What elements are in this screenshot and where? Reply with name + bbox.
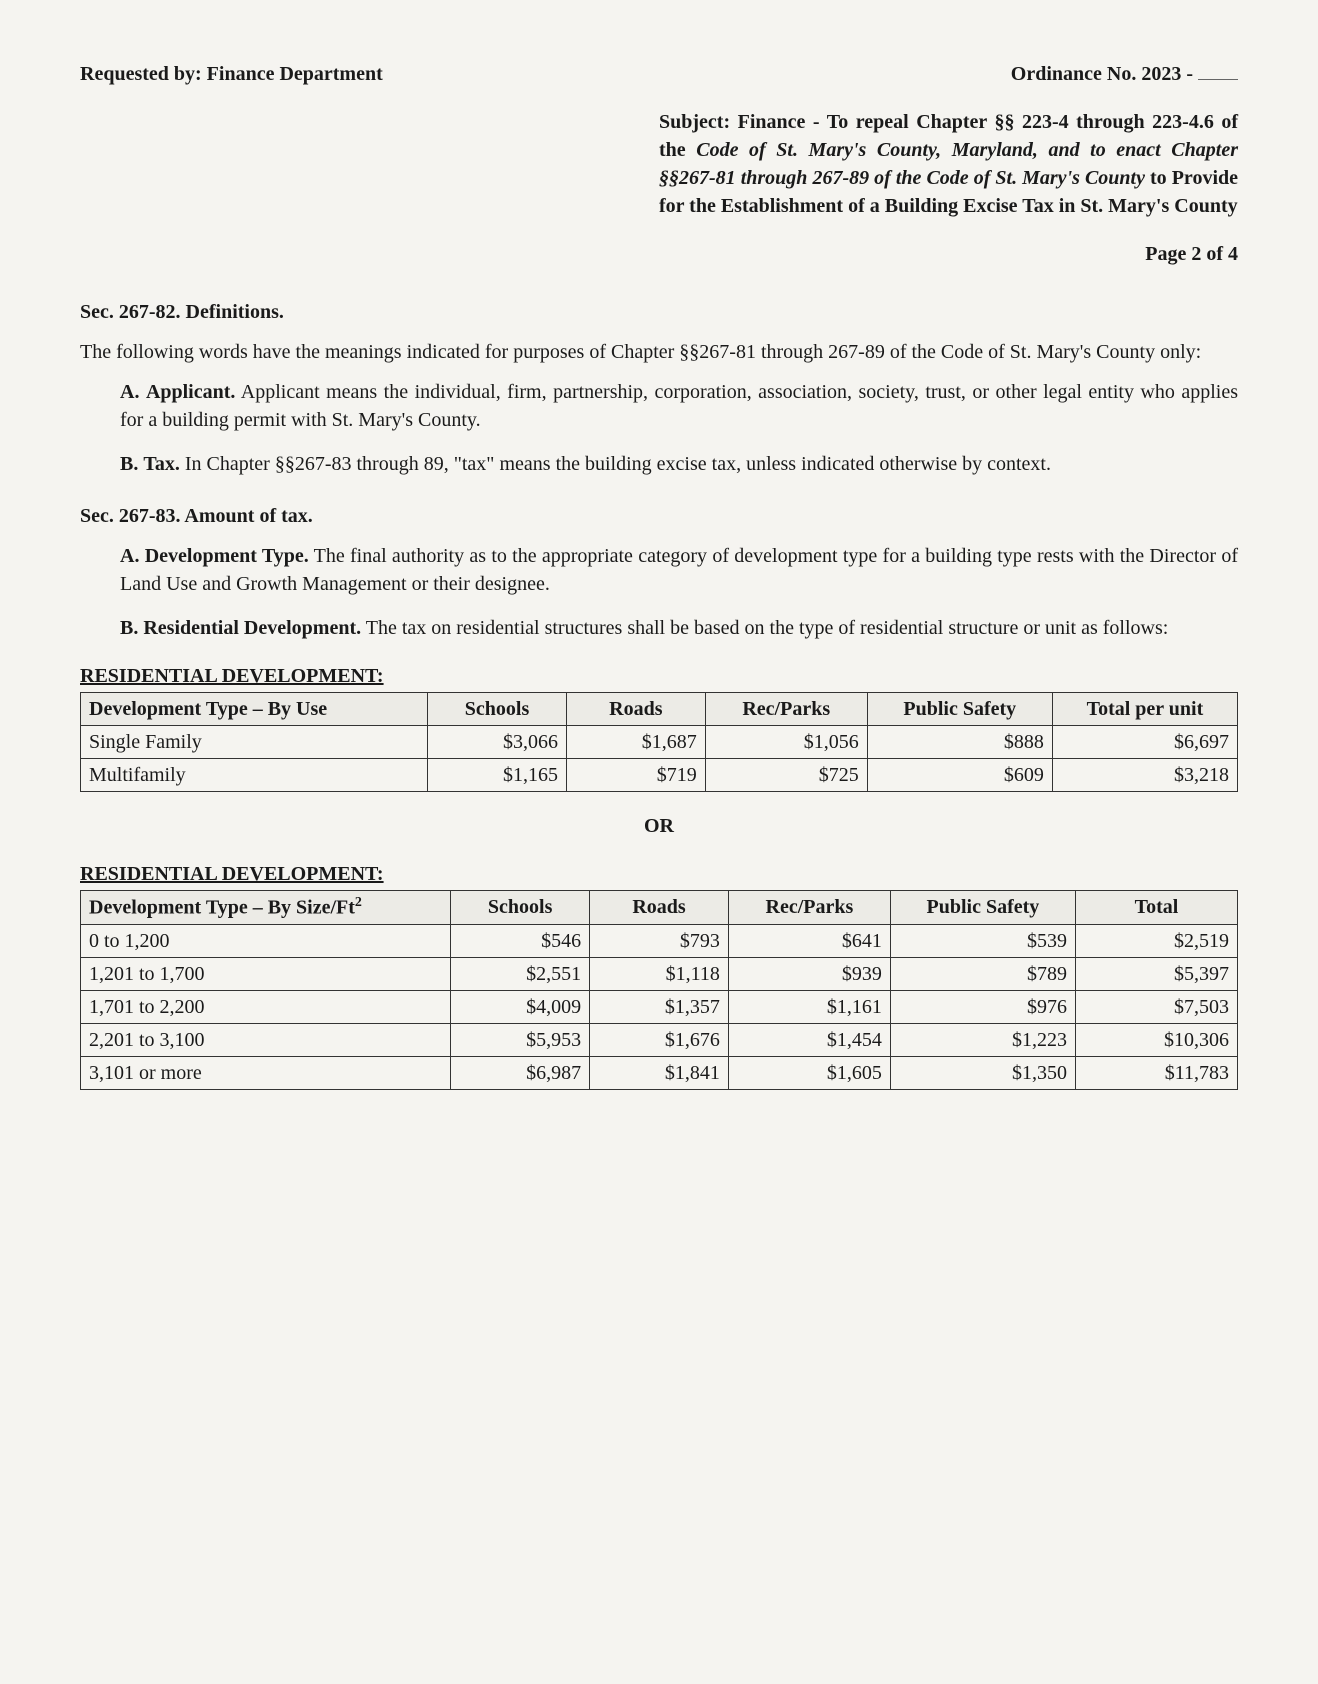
list-term: Tax. [143, 453, 180, 475]
table-cell: Single Family [81, 726, 428, 759]
table-cell: $2,519 [1075, 924, 1237, 957]
sec-267-82-heading: Sec. 267-82. Definitions. [80, 298, 1238, 326]
table-cell: $1,118 [590, 957, 729, 990]
list-rest: The tax on residential structures shall … [361, 617, 1168, 639]
table-header-cell: Roads [590, 891, 729, 925]
list-item: B. Tax. In Chapter §§267-83 through 89, … [120, 450, 1238, 478]
list-item: A. Development Type. The final authority… [120, 542, 1238, 598]
table-cell: $10,306 [1075, 1023, 1237, 1056]
subject-label: Subject: [659, 111, 730, 133]
table-header-cell: Rec/Parks [728, 891, 890, 925]
table-row: 3,101 or more$6,987$1,841$1,605$1,350$11… [81, 1056, 1238, 1089]
list-rest: In Chapter §§267-83 through 89, "tax" me… [180, 453, 1051, 475]
table-cell: $939 [728, 957, 890, 990]
list-item: B. Residential Development. The tax on r… [120, 614, 1238, 642]
table-header-cell: Roads [566, 693, 705, 726]
table-cell: $1,056 [705, 726, 867, 759]
table-row: Single Family$3,066$1,687$1,056$888$6,69… [81, 726, 1238, 759]
table-cell: $3,066 [428, 726, 567, 759]
list-marker: B. [120, 453, 138, 475]
table-cell: $1,350 [890, 1056, 1075, 1089]
list-marker: A. [120, 381, 139, 403]
list-term: Applicant. [146, 381, 235, 403]
table-cell: $1,841 [590, 1056, 729, 1089]
table-cell: $1,357 [590, 990, 729, 1023]
table-header-cell: Rec/Parks [705, 693, 867, 726]
table-cell: $641 [728, 924, 890, 957]
sec-82-list: A. Applicant. Applicant means the indivi… [80, 378, 1238, 478]
table-cell: $1,161 [728, 990, 890, 1023]
table-cell: $6,987 [451, 1056, 590, 1089]
table-cell: $719 [566, 759, 705, 792]
table-cell: $7,503 [1075, 990, 1237, 1023]
table-cell: $789 [890, 957, 1075, 990]
table-cell: $1,605 [728, 1056, 890, 1089]
table-header-cell: Total [1075, 891, 1237, 925]
table-cell: $976 [890, 990, 1075, 1023]
table-row: 2,201 to 3,100$5,953$1,676$1,454$1,223$1… [81, 1023, 1238, 1056]
table-row: 1,201 to 1,700$2,551$1,118$939$789$5,397 [81, 957, 1238, 990]
subject-spacer [80, 108, 659, 220]
table-cell: $539 [890, 924, 1075, 957]
table-cell: $793 [590, 924, 729, 957]
table-cell: $609 [867, 759, 1052, 792]
table-cell: $1,676 [590, 1023, 729, 1056]
table-cell: 1,201 to 1,700 [81, 957, 451, 990]
table-cell: $3,218 [1052, 759, 1237, 792]
table-cell: $888 [867, 726, 1052, 759]
table-row: Multifamily$1,165$719$725$609$3,218 [81, 759, 1238, 792]
table-cell: $1,165 [428, 759, 567, 792]
table-row: 1,701 to 2,200$4,009$1,357$1,161$976$7,5… [81, 990, 1238, 1023]
table1: Development Type – By UseSchoolsRoadsRec… [80, 692, 1238, 792]
table-header-cell: Development Type – By Use [81, 693, 428, 726]
table-cell: 2,201 to 3,100 [81, 1023, 451, 1056]
subject-block: Subject: Finance - To repeal Chapter §§ … [80, 108, 1238, 220]
table-cell: $1,223 [890, 1023, 1075, 1056]
table-cell: $1,687 [566, 726, 705, 759]
header-row: Requested by: Finance Department Ordinan… [80, 60, 1238, 88]
table-cell: 3,101 or more [81, 1056, 451, 1089]
page-number: Page 2 of 4 [80, 240, 1238, 268]
table-cell: $2,551 [451, 957, 590, 990]
sec-267-83-heading: Sec. 267-83. Amount of tax. [80, 502, 1238, 530]
table-cell: $11,783 [1075, 1056, 1237, 1089]
subject-body: Finance - To repeal Chapter §§ 223-4 thr… [659, 111, 1238, 217]
table2-title: RESIDENTIAL DEVELOPMENT: [80, 860, 1238, 888]
ordinance-label: Ordinance No. 2023 - [1011, 63, 1193, 85]
table-header-cell: Total per unit [1052, 693, 1237, 726]
table-cell: $5,953 [451, 1023, 590, 1056]
subject-right: Subject: Finance - To repeal Chapter §§ … [659, 108, 1238, 220]
table-header-cell: Development Type – By Size/Ft2 [81, 891, 451, 925]
table-header-cell: Public Safety [890, 891, 1075, 925]
list-item: A. Applicant. Applicant means the indivi… [120, 378, 1238, 434]
ordinance-number: Ordinance No. 2023 - [1011, 60, 1238, 88]
table1-title: RESIDENTIAL DEVELOPMENT: [80, 662, 1238, 690]
table-cell: $4,009 [451, 990, 590, 1023]
table-header-cell: Schools [428, 693, 567, 726]
table2: Development Type – By Size/Ft2SchoolsRoa… [80, 890, 1238, 1090]
ordinance-blank [1198, 79, 1238, 80]
sec-83-list: A. Development Type. The final authority… [80, 542, 1238, 642]
requested-by-label: Requested by: [80, 63, 202, 85]
table-row: 0 to 1,200$546$793$641$539$2,519 [81, 924, 1238, 957]
requested-by: Requested by: Finance Department [80, 60, 383, 88]
table-cell: $5,397 [1075, 957, 1237, 990]
or-separator: OR [80, 812, 1238, 840]
table-cell: $6,697 [1052, 726, 1237, 759]
list-marker: A. [120, 545, 139, 567]
list-marker: B. [120, 617, 138, 639]
table-cell: 1,701 to 2,200 [81, 990, 451, 1023]
list-term: Development Type. [145, 545, 309, 567]
list-rest: Applicant means the individual, firm, pa… [120, 381, 1238, 431]
table-cell: $1,454 [728, 1023, 890, 1056]
table-header-cell: Schools [451, 891, 590, 925]
requested-by-value: Finance Department [207, 63, 383, 85]
table-cell: $546 [451, 924, 590, 957]
table-cell: 0 to 1,200 [81, 924, 451, 957]
table-header-cell: Public Safety [867, 693, 1052, 726]
sec-82-intro: The following words have the meanings in… [80, 338, 1238, 366]
table-cell: Multifamily [81, 759, 428, 792]
table-cell: $725 [705, 759, 867, 792]
list-term: Residential Development. [143, 617, 361, 639]
